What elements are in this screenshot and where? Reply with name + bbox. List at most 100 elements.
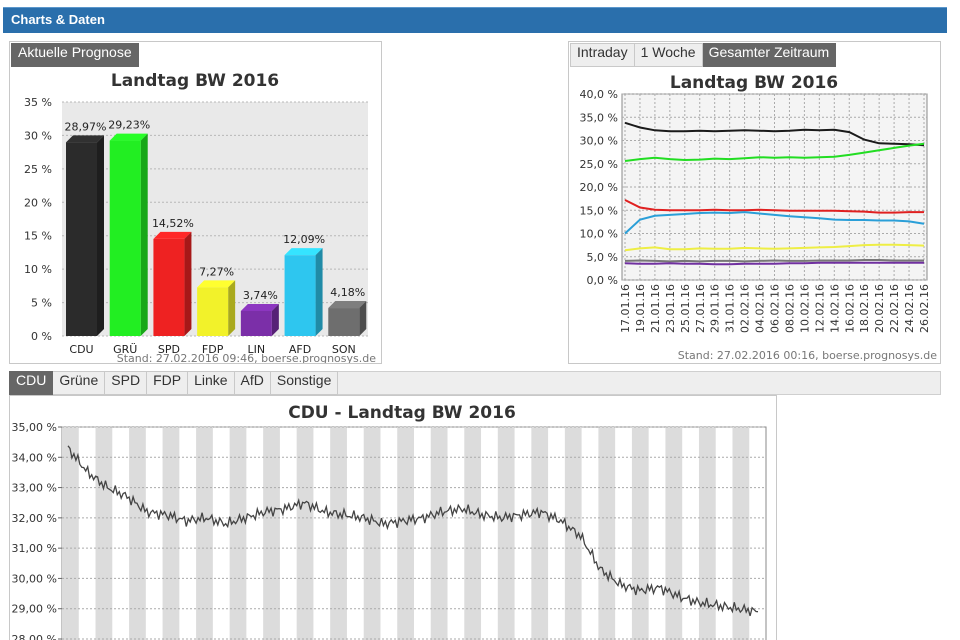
bar — [240, 310, 272, 336]
tab-party-0[interactable]: CDU — [9, 371, 54, 395]
y-tick-label: 32,00 % — [12, 512, 57, 525]
chart-title: CDU - Landtag BW 2016 — [288, 403, 516, 423]
bar — [328, 308, 360, 336]
y-tick-label: 25 % — [24, 163, 52, 176]
stripe — [263, 427, 280, 640]
bar-top — [66, 135, 104, 143]
stripe — [397, 427, 414, 640]
stripe — [698, 427, 716, 640]
current-forecast-panel: Aktuelle Prognose 0 % 5 % 10 % 15 % 20 % 25 %… — [9, 41, 382, 364]
y-tick-label: 25,0 % — [580, 158, 618, 171]
bar-top — [240, 303, 279, 311]
x-tick-label: 20.02.16 — [873, 284, 886, 333]
x-tick-label: 26.02.16 — [918, 284, 931, 333]
x-tick-label: SON — [332, 343, 356, 356]
timeseries-panel: Intraday 1 Woche Gesamter Zeitraum 0,0 % 5,… — [568, 41, 941, 364]
bar-side — [359, 301, 367, 336]
x-tick-label: 14.02.16 — [828, 284, 841, 333]
stripe — [229, 427, 247, 640]
bar-value-label: 3,74% — [243, 289, 278, 302]
tab-range-1[interactable]: 1 Woche — [634, 43, 703, 67]
y-tick-label: 35 % — [24, 96, 52, 109]
x-tick-label: 18.02.16 — [858, 284, 871, 333]
tab-party-4[interactable]: Linke — [188, 371, 235, 395]
bar-side — [315, 248, 323, 336]
bar — [153, 238, 185, 336]
x-tick-label: 27.01.16 — [694, 284, 707, 333]
x-tick-label: SPD — [158, 343, 180, 356]
section-title: Charts & Daten — [11, 12, 105, 27]
x-tick-label: 22.02.16 — [888, 284, 901, 333]
stripe — [497, 427, 515, 640]
x-tick-label: 19.01.16 — [634, 284, 647, 333]
bar — [66, 142, 97, 336]
bar — [109, 140, 141, 336]
series-line — [624, 121, 925, 147]
stripe — [732, 427, 750, 640]
y-tick-label: 10 % — [24, 263, 52, 276]
bar-side — [228, 280, 236, 336]
stripe — [564, 427, 582, 640]
series-line — [67, 445, 759, 617]
bar-top — [197, 280, 236, 288]
stripe — [464, 427, 482, 640]
x-tick-label: 24.02.16 — [903, 284, 916, 333]
stripe — [430, 427, 448, 640]
x-tick-label: 29.01.16 — [709, 284, 722, 333]
series-line — [624, 243, 925, 252]
tab-party-6[interactable]: Sonstige — [270, 371, 339, 395]
y-tick-label: 15 % — [24, 230, 52, 243]
cdu-chart-panel: 28,00 % 29,00 % 30,00 % 31,00 % 32,00 % 33,00… — [9, 395, 777, 640]
x-tick-label: 25.01.16 — [679, 284, 692, 333]
tab-party-2[interactable]: SPD — [105, 371, 148, 395]
series-line — [624, 199, 924, 214]
y-tick-label: 30 % — [24, 129, 52, 142]
x-tick-label: 21.01.16 — [649, 284, 662, 333]
y-tick-label: 0,0 % — [587, 274, 618, 287]
y-tick-label: 0 % — [31, 330, 52, 343]
stripe — [330, 427, 347, 640]
y-tick-label: 20,0 % — [580, 181, 618, 194]
x-tick-label: 06.02.16 — [769, 284, 782, 333]
bar-chart: 0 % 5 % 10 % 15 % 20 % 25 % 30 % 35 % Landtag BW… — [24, 71, 376, 363]
series-line — [624, 261, 924, 266]
stripe — [296, 427, 314, 640]
x-tick-label: 16.02.16 — [843, 284, 856, 333]
bar-top — [328, 301, 367, 309]
tab-range-0[interactable]: Intraday — [570, 43, 635, 67]
y-tick-label: 29,00 % — [12, 603, 57, 616]
x-tick-label: 04.02.16 — [754, 284, 767, 333]
source-note: Stand: 27.02.2016 09:46, boerse.prognosy… — [117, 352, 376, 363]
stripe — [62, 427, 79, 640]
y-tick-label: 10,0 % — [580, 228, 618, 241]
tab-party-3[interactable]: FDP — [147, 371, 189, 395]
y-tick-label: 15,0 % — [580, 204, 618, 217]
stripe — [196, 427, 213, 640]
y-tick-label: 33,00 % — [12, 482, 57, 495]
x-tick-label: 10.02.16 — [798, 284, 811, 333]
x-tick-label: 08.02.16 — [783, 284, 796, 333]
tab-party-1[interactable]: Grüne — [53, 371, 106, 395]
bar — [197, 287, 229, 336]
bar-side — [140, 133, 148, 336]
bar-top — [153, 231, 192, 239]
tab-party-5[interactable]: AfD — [234, 371, 271, 395]
x-tick-label: AFD — [289, 343, 311, 356]
tab-current-forecast[interactable]: Aktuelle Prognose — [11, 43, 139, 67]
y-tick-label: 35,0 % — [580, 111, 618, 124]
x-tick-label: 31.01.16 — [724, 284, 737, 333]
y-tick-label: 28,00 % — [12, 633, 57, 640]
y-tick-label: 5 % — [31, 297, 52, 310]
y-tick-label: 35,00 % — [12, 421, 57, 434]
stripe — [162, 427, 180, 640]
bar-side — [184, 231, 192, 336]
tab-range-2[interactable]: Gesamter Zeitraum — [702, 43, 837, 67]
stripe — [363, 427, 381, 640]
x-tick-label: GRÜ — [113, 343, 137, 356]
series-line — [624, 259, 924, 263]
stripe — [95, 427, 113, 640]
bar-value-label: 14,52% — [152, 217, 194, 230]
stripe — [531, 427, 549, 640]
line-chart: 0,0 % 5,0 % 10,0 % 15,0 % 20,0 % 25,0 % 30,0 %… — [580, 73, 938, 362]
bar-value-label: 29,23% — [108, 119, 150, 132]
